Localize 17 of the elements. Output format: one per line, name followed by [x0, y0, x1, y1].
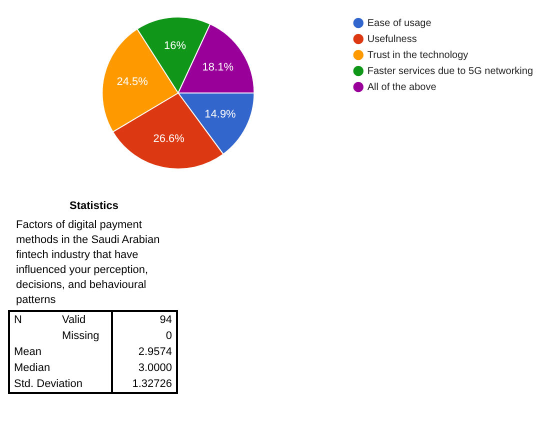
data-label: 16%	[164, 40, 186, 52]
legend-label: All of the above	[367, 82, 437, 93]
data-label: 18.1%	[202, 62, 234, 74]
legend-label: Faster services due to 5G networking	[367, 66, 534, 77]
data-label: 14.9%	[204, 108, 236, 120]
text: Median 3.0000	[14, 362, 172, 374]
data-label: 26.6%	[153, 133, 185, 146]
text: Missing 0	[62, 330, 172, 342]
text: Statistics	[68, 200, 120, 212]
legend-label: Trust in the technology	[367, 50, 468, 61]
text: Mean 2.9574	[14, 346, 172, 358]
legend-label: Usefulness	[367, 34, 417, 45]
legend-label: Ease of usage	[367, 18, 432, 29]
text: N Valid 94	[14, 314, 172, 326]
data-label: 24.5%	[116, 76, 148, 88]
text: Factors of digital payment methods in the Saudi Arabian fintech industry that have influenced your perception, decisions, and behavioural patterns	[15, 218, 161, 308]
text: Std. Deviation 1.32726	[14, 378, 172, 390]
